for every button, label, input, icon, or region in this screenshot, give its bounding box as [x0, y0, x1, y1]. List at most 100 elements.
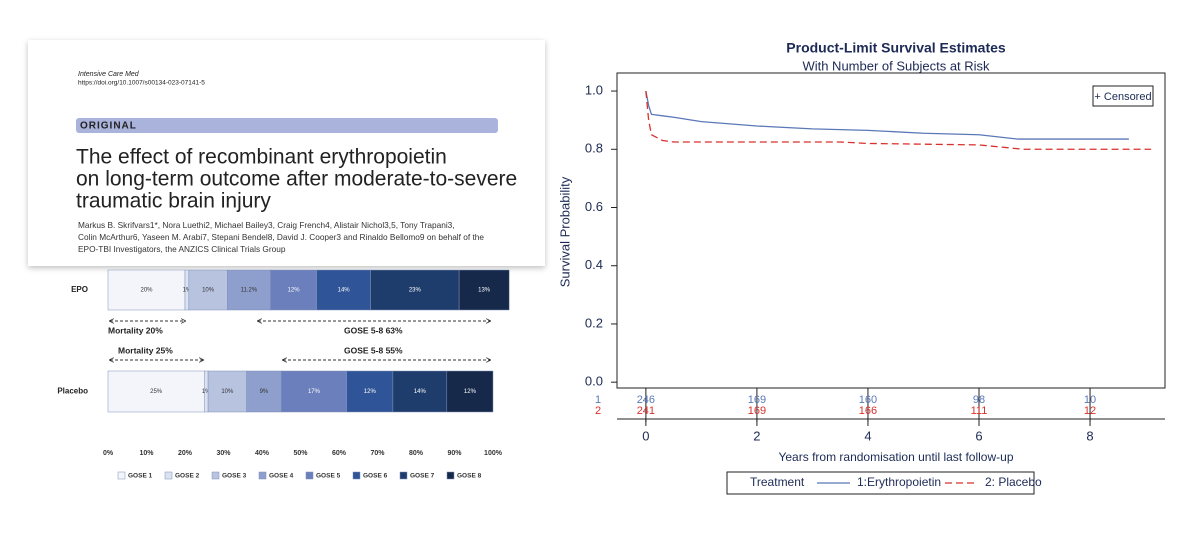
- bar-segment: [370, 269, 460, 311]
- data-label: 12%: [288, 288, 301, 294]
- legend-title: Treatment: [750, 475, 805, 489]
- legend-label: GOSE 7: [410, 473, 435, 480]
- legend-swatch: [446, 471, 455, 480]
- risk-count: 246: [637, 394, 655, 406]
- y-tick-label: 1.0: [585, 82, 603, 97]
- data-label: 10%: [221, 389, 234, 395]
- authors: Markus B. Skrifvars1*, Nora Luethi2, Mic…: [78, 220, 455, 230]
- legend-swatch: [399, 471, 408, 480]
- legend-swatch: [117, 471, 126, 480]
- annotation: GOSE 5-8 63%: [344, 325, 403, 335]
- data-label: 12%: [364, 389, 377, 395]
- paper-card: [28, 40, 545, 266]
- paper-title: The effect of recombinant erythropoietin: [76, 146, 447, 169]
- x-tick-label: 8: [1086, 428, 1093, 443]
- legend-label: GOSE 3: [222, 473, 247, 480]
- risk-count: 166: [859, 405, 877, 417]
- chart-title: Product-Limit Survival Estimates: [786, 40, 1006, 56]
- survival-line: [645, 90, 1152, 150]
- data-label: 1%: [183, 288, 192, 294]
- x-tick-label: 10%: [139, 450, 154, 457]
- legend-label: GOSE 2: [175, 473, 200, 480]
- annotation-arrows: [110, 321, 490, 360]
- risk-count: 241: [637, 405, 655, 417]
- risk-count: 111: [971, 405, 988, 417]
- x-tick-label: 80%: [409, 450, 424, 457]
- section-label: ORIGINAL: [80, 121, 137, 132]
- y-tick-label: 0.0: [585, 374, 603, 389]
- y-tick-label: 0.2: [585, 315, 603, 330]
- bar-segment: [458, 269, 510, 311]
- x-tick-label: 4: [864, 428, 871, 443]
- y-tick-label: 0.8: [585, 141, 603, 156]
- data-label: 23%: [409, 288, 422, 294]
- bar-segment: [346, 370, 394, 413]
- bar-segment: [270, 269, 317, 311]
- data-label: 14%: [414, 389, 427, 395]
- annotation: Mortality 20%: [108, 325, 163, 335]
- legend-label: GOSE 6: [363, 473, 388, 480]
- section-band: [76, 118, 498, 133]
- x-tick-label: 0%: [103, 450, 114, 457]
- risk-count: 169: [748, 405, 766, 417]
- x-axis-label: Years from randomisation until last foll…: [778, 450, 1013, 464]
- chart-subtitle: With Number of Subjects at Risk: [802, 58, 990, 73]
- bar-segment: [107, 370, 205, 413]
- legend-label: 2: Placebo: [985, 475, 1042, 489]
- data-label: 13%: [478, 288, 491, 294]
- data-label: 11.2%: [241, 288, 258, 294]
- bar-segment: [316, 269, 371, 311]
- data-label: 14%: [338, 288, 351, 294]
- risk-count: 12: [1084, 405, 1096, 417]
- category-label: Placebo: [57, 387, 88, 396]
- journal: Intensive Care Med: [78, 71, 140, 78]
- risk-count: 169: [748, 394, 766, 406]
- x-tick-label: 2: [753, 428, 760, 443]
- x-tick-label: 60%: [332, 450, 347, 457]
- category-label: EPO: [71, 285, 88, 294]
- doi: https://doi.org/10.1007/s00134-023-07141…: [78, 80, 205, 87]
- survival-line: [645, 90, 1129, 140]
- legend-label: GOSE 5: [316, 473, 341, 480]
- legend-label: GOSE 8: [457, 473, 482, 480]
- bar-segment: [107, 269, 186, 311]
- paper-title: on long-term outcome after moderate-to-s…: [76, 168, 517, 191]
- x-tick-label: 6: [975, 428, 982, 443]
- x-tick-label: 100%: [484, 450, 503, 457]
- data-label: 1%: [202, 389, 211, 395]
- legend-label: GOSE 1: [128, 473, 153, 480]
- bar-segment: [446, 370, 494, 413]
- annotation: GOSE 5-8 55%: [344, 345, 403, 355]
- risk-row-label: 2: [595, 405, 601, 417]
- risk-count: 98: [973, 394, 985, 406]
- bar-segment: [392, 370, 448, 413]
- y-tick-label: 0.4: [585, 257, 603, 272]
- paper-title: traumatic brain injury: [76, 190, 271, 213]
- risk-row-label: 1: [595, 394, 601, 406]
- x-tick-label: 20%: [178, 450, 193, 457]
- risk-count: 160: [859, 394, 877, 406]
- data-label: 9%: [260, 389, 269, 395]
- authors: Colin McArthur6, Yaseen M. Arabi7, Stepa…: [78, 232, 484, 242]
- data-label: 17%: [308, 389, 321, 395]
- legend-swatch: [352, 471, 361, 480]
- legend-label: 1:Erythropoietin: [857, 475, 941, 489]
- censor-legend-box: [1092, 85, 1154, 107]
- bar-segment: [207, 370, 247, 413]
- bar-segment: [281, 370, 347, 413]
- annotation: Mortality 25%: [118, 345, 173, 355]
- x-tick-label: 30%: [216, 450, 231, 457]
- y-tick-label: 0.6: [585, 199, 603, 214]
- data-label: 10%: [202, 288, 215, 294]
- legend-label: GOSE 4: [269, 473, 294, 480]
- legend-swatch: [211, 471, 220, 480]
- data-label: 25%: [150, 389, 163, 395]
- bar-segment: [188, 269, 228, 311]
- legend-swatch: [305, 471, 314, 480]
- x-tick-label: 70%: [370, 450, 385, 457]
- risk-count: 10: [1084, 394, 1096, 406]
- x-tick-label: 90%: [447, 450, 462, 457]
- data-label: 12%: [464, 389, 477, 395]
- paper-header: Intensive Care Med https://doi.org/10.10…: [78, 71, 205, 132]
- plot-frame: [616, 72, 1166, 389]
